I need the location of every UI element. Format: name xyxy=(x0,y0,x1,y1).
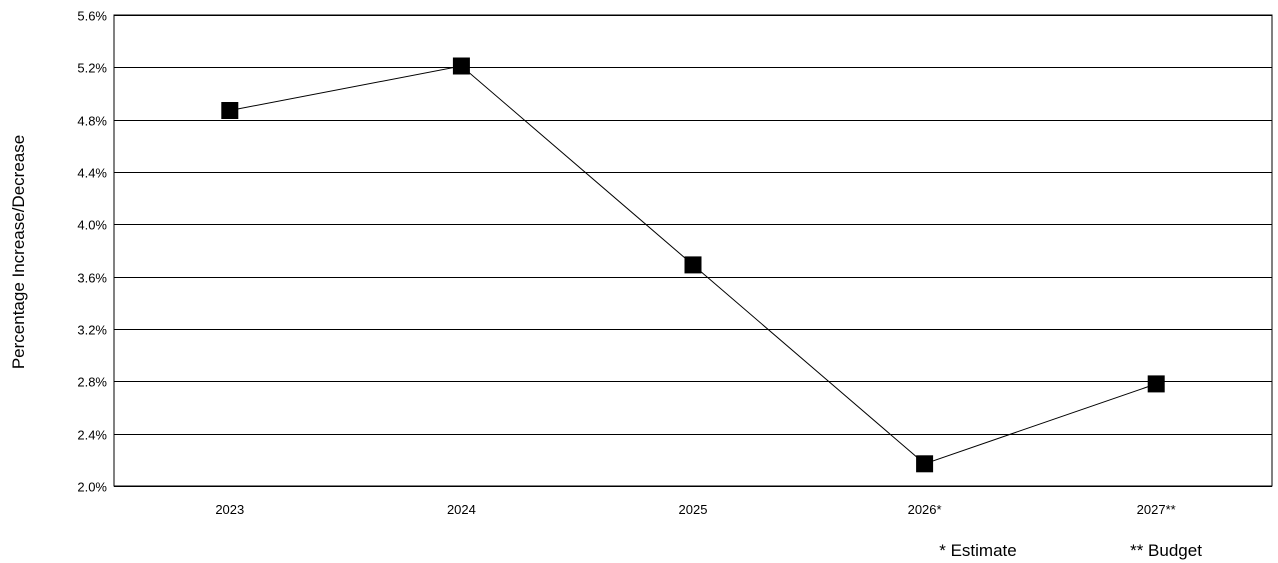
data-point-marker xyxy=(452,57,470,75)
y-tick-label: 3.6% xyxy=(77,271,107,286)
data-point-marker xyxy=(684,256,702,274)
x-tick-label: 2027** xyxy=(1137,502,1176,517)
y-axis-tick-labels: 2.0% 2.4% 2.8% 3.2% 3.6% 4.0% 4.4% 4.8% 5.2% 5.6% xyxy=(77,9,107,495)
y-tick-label: 2.8% xyxy=(77,375,107,390)
footnote-budget: ** Budget xyxy=(1130,541,1202,560)
data-point-marker xyxy=(1147,375,1165,393)
footnote-estimate: * Estimate xyxy=(939,541,1016,560)
x-tick-label: 2024 xyxy=(447,502,476,517)
y-tick-label: 2.0% xyxy=(77,480,107,495)
gridlines xyxy=(114,15,1272,487)
plot-area-frame xyxy=(113,14,1273,487)
y-tick-label: 3.2% xyxy=(77,323,107,338)
data-point-marker xyxy=(221,102,239,119)
y-axis-title: Percentage Increase/Decrease xyxy=(9,135,28,369)
y-tick-label: 4.0% xyxy=(77,218,107,233)
y-tick-label: 4.8% xyxy=(77,114,107,129)
data-point-markers xyxy=(221,57,1165,473)
y-tick-label: 2.4% xyxy=(77,428,107,443)
y-tick-label: 5.2% xyxy=(77,61,107,76)
x-tick-label: 2025 xyxy=(679,502,708,517)
y-tick-label: 5.6% xyxy=(77,9,107,24)
data-point-marker xyxy=(916,455,934,473)
y-tick-label: 4.4% xyxy=(77,166,107,181)
x-tick-label: 2023 xyxy=(215,502,244,517)
x-tick-label: 2026* xyxy=(908,502,942,517)
x-axis-tick-labels: 2023 2024 2025 2026* 2027** xyxy=(215,502,1175,517)
